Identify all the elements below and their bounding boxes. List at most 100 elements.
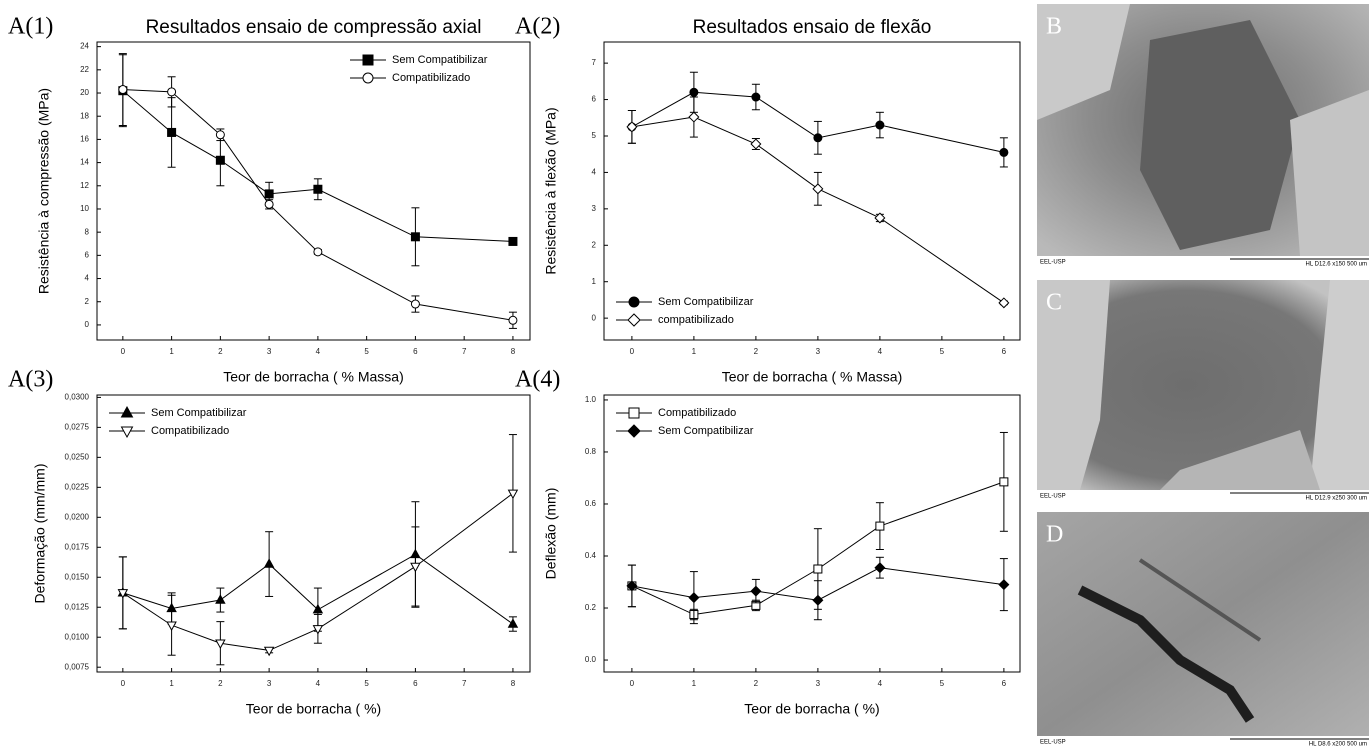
y-tick-label: 0.4 [585, 551, 597, 560]
panel-label: A(1) [8, 14, 53, 40]
y-axis-label: Resistência à flexão (MPa) [543, 107, 559, 274]
image-footer-left: EEL-USP [1040, 740, 1066, 746]
marker [999, 147, 1009, 157]
marker [750, 585, 762, 597]
legend-marker [628, 407, 640, 419]
y-tick-label: 4 [85, 274, 90, 283]
series-line [631, 116, 1005, 304]
legend-label: Sem Compatibilizar [658, 425, 754, 437]
legend-marker [120, 405, 134, 418]
marker [507, 489, 519, 500]
y-tick-label: 0,0175 [65, 542, 90, 551]
marker [508, 315, 518, 325]
y-tick-label: 5 [592, 131, 597, 140]
x-tick-label: 2 [218, 679, 223, 688]
plot-frame [603, 41, 1021, 341]
x-tick-label: 7 [462, 679, 467, 688]
y-tick-label: 0,0200 [65, 512, 90, 521]
marker [874, 212, 886, 224]
legend-label: Sem Compatibilizar [151, 407, 247, 419]
marker [688, 592, 700, 604]
x-tick-label: 6 [1002, 679, 1007, 688]
x-tick-label: 2 [754, 679, 759, 688]
y-tick-label: 12 [80, 181, 89, 190]
y-tick-label: 0,0150 [65, 572, 90, 581]
image-annotation: C EEL-USP HL D12.9 x250 300 um [1040, 290, 1367, 502]
marker [875, 120, 885, 130]
image-annotation: B EEL-USP HL D12.6 x150 500 um [1040, 14, 1367, 268]
x-axis-label: Teor de borracha ( %) [246, 701, 381, 717]
y-tick-label: 0,0250 [65, 452, 90, 461]
legend-marker [362, 72, 374, 84]
chart: A(3) Teor de borracha ( %) Deformação (mm/… [8, 367, 531, 717]
y-tick-label: 1 [592, 277, 597, 286]
marker [750, 138, 762, 150]
x-tick-label: 6 [413, 347, 418, 356]
series-line [631, 481, 1005, 616]
marker [812, 183, 824, 195]
legend-marker [362, 54, 374, 66]
marker [507, 618, 519, 628]
x-tick-label: 3 [267, 347, 272, 356]
x-tick-label: 8 [511, 347, 516, 356]
marker [264, 199, 274, 209]
panel-label: A(2) [515, 14, 560, 40]
x-tick-label: 4 [878, 347, 883, 356]
marker [264, 189, 274, 199]
plot-frame [96, 394, 531, 673]
y-tick-label: 8 [85, 227, 90, 236]
marker [410, 299, 420, 309]
y-tick-label: 1.0 [585, 395, 597, 404]
marker [312, 625, 324, 635]
y-tick-label: 4 [592, 168, 597, 177]
x-tick-label: 4 [316, 679, 321, 688]
x-tick-label: 4 [878, 679, 883, 688]
chart: A(4) Teor de borracha ( %) Deflexão (mm) 0 1… [515, 367, 1021, 717]
marker [689, 87, 699, 97]
y-tick-label: 24 [80, 42, 89, 51]
y-tick-label: 22 [80, 65, 89, 74]
marker [751, 92, 761, 102]
y-tick-label: 16 [80, 135, 89, 144]
x-tick-label: 0 [630, 347, 635, 356]
marker [215, 130, 225, 140]
legend-label: Compatibilizado [392, 72, 470, 84]
x-tick-label: 5 [364, 347, 369, 356]
image-label: D [1046, 522, 1063, 548]
marker [312, 603, 324, 614]
marker [813, 564, 823, 574]
x-tick-label: 0 [121, 347, 126, 356]
y-tick-label: 0 [592, 313, 597, 322]
series-line [631, 91, 1004, 153]
marker [263, 646, 275, 657]
marker [874, 562, 886, 574]
marker [263, 558, 275, 568]
x-tick-label: 5 [940, 347, 945, 356]
y-tick-label: 2 [592, 240, 597, 249]
legend-marker [627, 313, 641, 327]
y-tick-label: 6 [85, 250, 90, 259]
y-tick-label: 0,0300 [65, 393, 90, 402]
series-line [631, 567, 1004, 601]
sem-image-c [1037, 280, 1369, 502]
y-tick-label: 0.0 [585, 655, 597, 664]
y-axis-label: Deflexão (mm) [543, 488, 559, 580]
image-footer-left: EEL-USP [1040, 494, 1066, 500]
y-tick-label: 14 [80, 158, 89, 167]
marker [215, 155, 225, 165]
plot-frame [603, 394, 1021, 673]
x-tick-label: 6 [1002, 347, 1007, 356]
image-label: B [1046, 14, 1062, 40]
y-tick-label: 0,0225 [65, 482, 90, 491]
x-tick-label: 1 [692, 347, 697, 356]
marker [167, 87, 177, 97]
y-tick-label: 0,0100 [65, 632, 90, 641]
x-axis-label: Teor de borracha ( % Massa) [223, 369, 404, 385]
x-tick-label: 0 [630, 679, 635, 688]
marker [812, 594, 824, 606]
x-tick-label: 2 [754, 347, 759, 356]
legend-label: Compatibilizado [151, 425, 229, 437]
marker [410, 562, 421, 573]
image-footer-right: HL D12.9 x250 300 um [1306, 496, 1367, 502]
